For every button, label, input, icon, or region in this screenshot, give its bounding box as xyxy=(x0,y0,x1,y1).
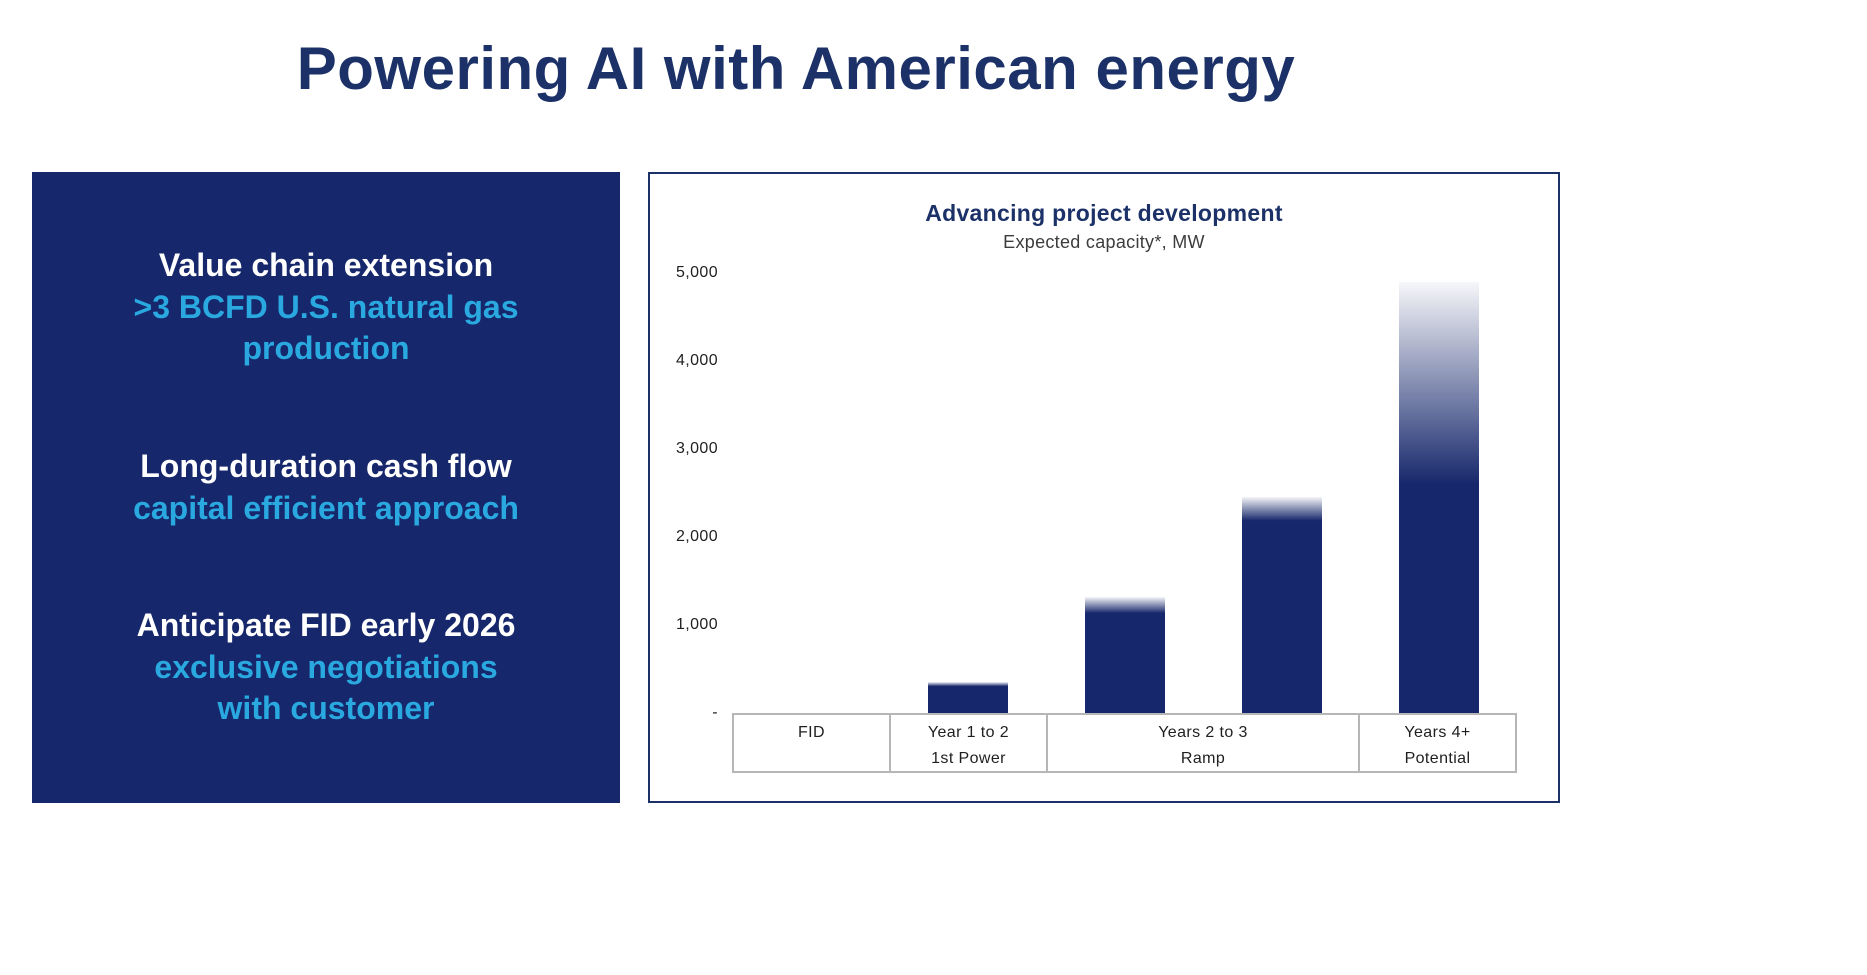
x-axis: FID Year 1 to 2 1st Power Years 2 to 3 Ramp Y… xyxy=(732,713,1517,773)
x-axis-group-fid: FID xyxy=(734,715,889,771)
x-axis-label: Year 1 to 2 xyxy=(927,724,1010,741)
highlights-panel: Value chain extension >3 BCFD U.S. natur… xyxy=(32,172,620,803)
x-axis-sublabel: Ramp xyxy=(1180,750,1226,767)
bar-years-4- xyxy=(1398,281,1479,713)
chart-panel: Advancing project development Expected c… xyxy=(648,172,1560,803)
highlight-headline: Anticipate FID early 2026 xyxy=(136,607,516,644)
bar-years-2-to-3 xyxy=(1084,596,1165,713)
page-title: Powering AI with American energy xyxy=(296,35,1296,102)
y-tick-label: 4,000 xyxy=(675,352,718,369)
y-tick-label: 1,000 xyxy=(675,616,718,633)
x-axis-sublabel: 1st Power xyxy=(931,750,1006,767)
highlight-cash-flow: Long-duration cash flow capital efficien… xyxy=(32,446,620,529)
plot-area: 5,000 4,000 3,000 2,000 1,000 - xyxy=(676,264,1517,721)
y-tick-label: 5,000 xyxy=(675,264,718,281)
chart-title: Advancing project development xyxy=(925,200,1283,226)
y-tick-label: 3,000 xyxy=(675,440,718,457)
highlight-detail: >3 BCFD U.S. natural gas production xyxy=(133,288,519,367)
bar-years-2-to-3 xyxy=(1241,497,1322,713)
x-axis-label: Years 4+ xyxy=(1404,724,1471,741)
x-axis-sublabel: Potential xyxy=(1404,750,1471,767)
highlight-value-chain: Value chain extension >3 BCFD U.S. natur… xyxy=(32,245,620,370)
x-axis-group-years-2-to-3: Years 2 to 3 Ramp xyxy=(1046,715,1358,771)
y-tick-label: 2,000 xyxy=(675,528,718,545)
highlight-detail: exclusive negotiations with customer xyxy=(154,648,498,727)
y-tick-label: - xyxy=(712,704,718,721)
highlight-fid: Anticipate FID early 2026 exclusive nego… xyxy=(32,605,620,730)
highlight-detail: capital efficient approach xyxy=(133,489,519,526)
x-axis-group-year-1-to-2: Year 1 to 2 1st Power xyxy=(889,715,1046,771)
x-axis-group-years-4-: Years 4+ Potential xyxy=(1358,715,1515,771)
highlight-headline: Long-duration cash flow xyxy=(140,447,512,484)
chart-subtitle: Expected capacity*, MW xyxy=(1003,232,1205,252)
highlight-headline: Value chain extension xyxy=(158,247,494,284)
bar-year-1-to-2 xyxy=(927,682,1008,713)
x-axis-label: Years 2 to 3 xyxy=(1158,724,1248,741)
x-axis-label: FID xyxy=(798,724,825,741)
